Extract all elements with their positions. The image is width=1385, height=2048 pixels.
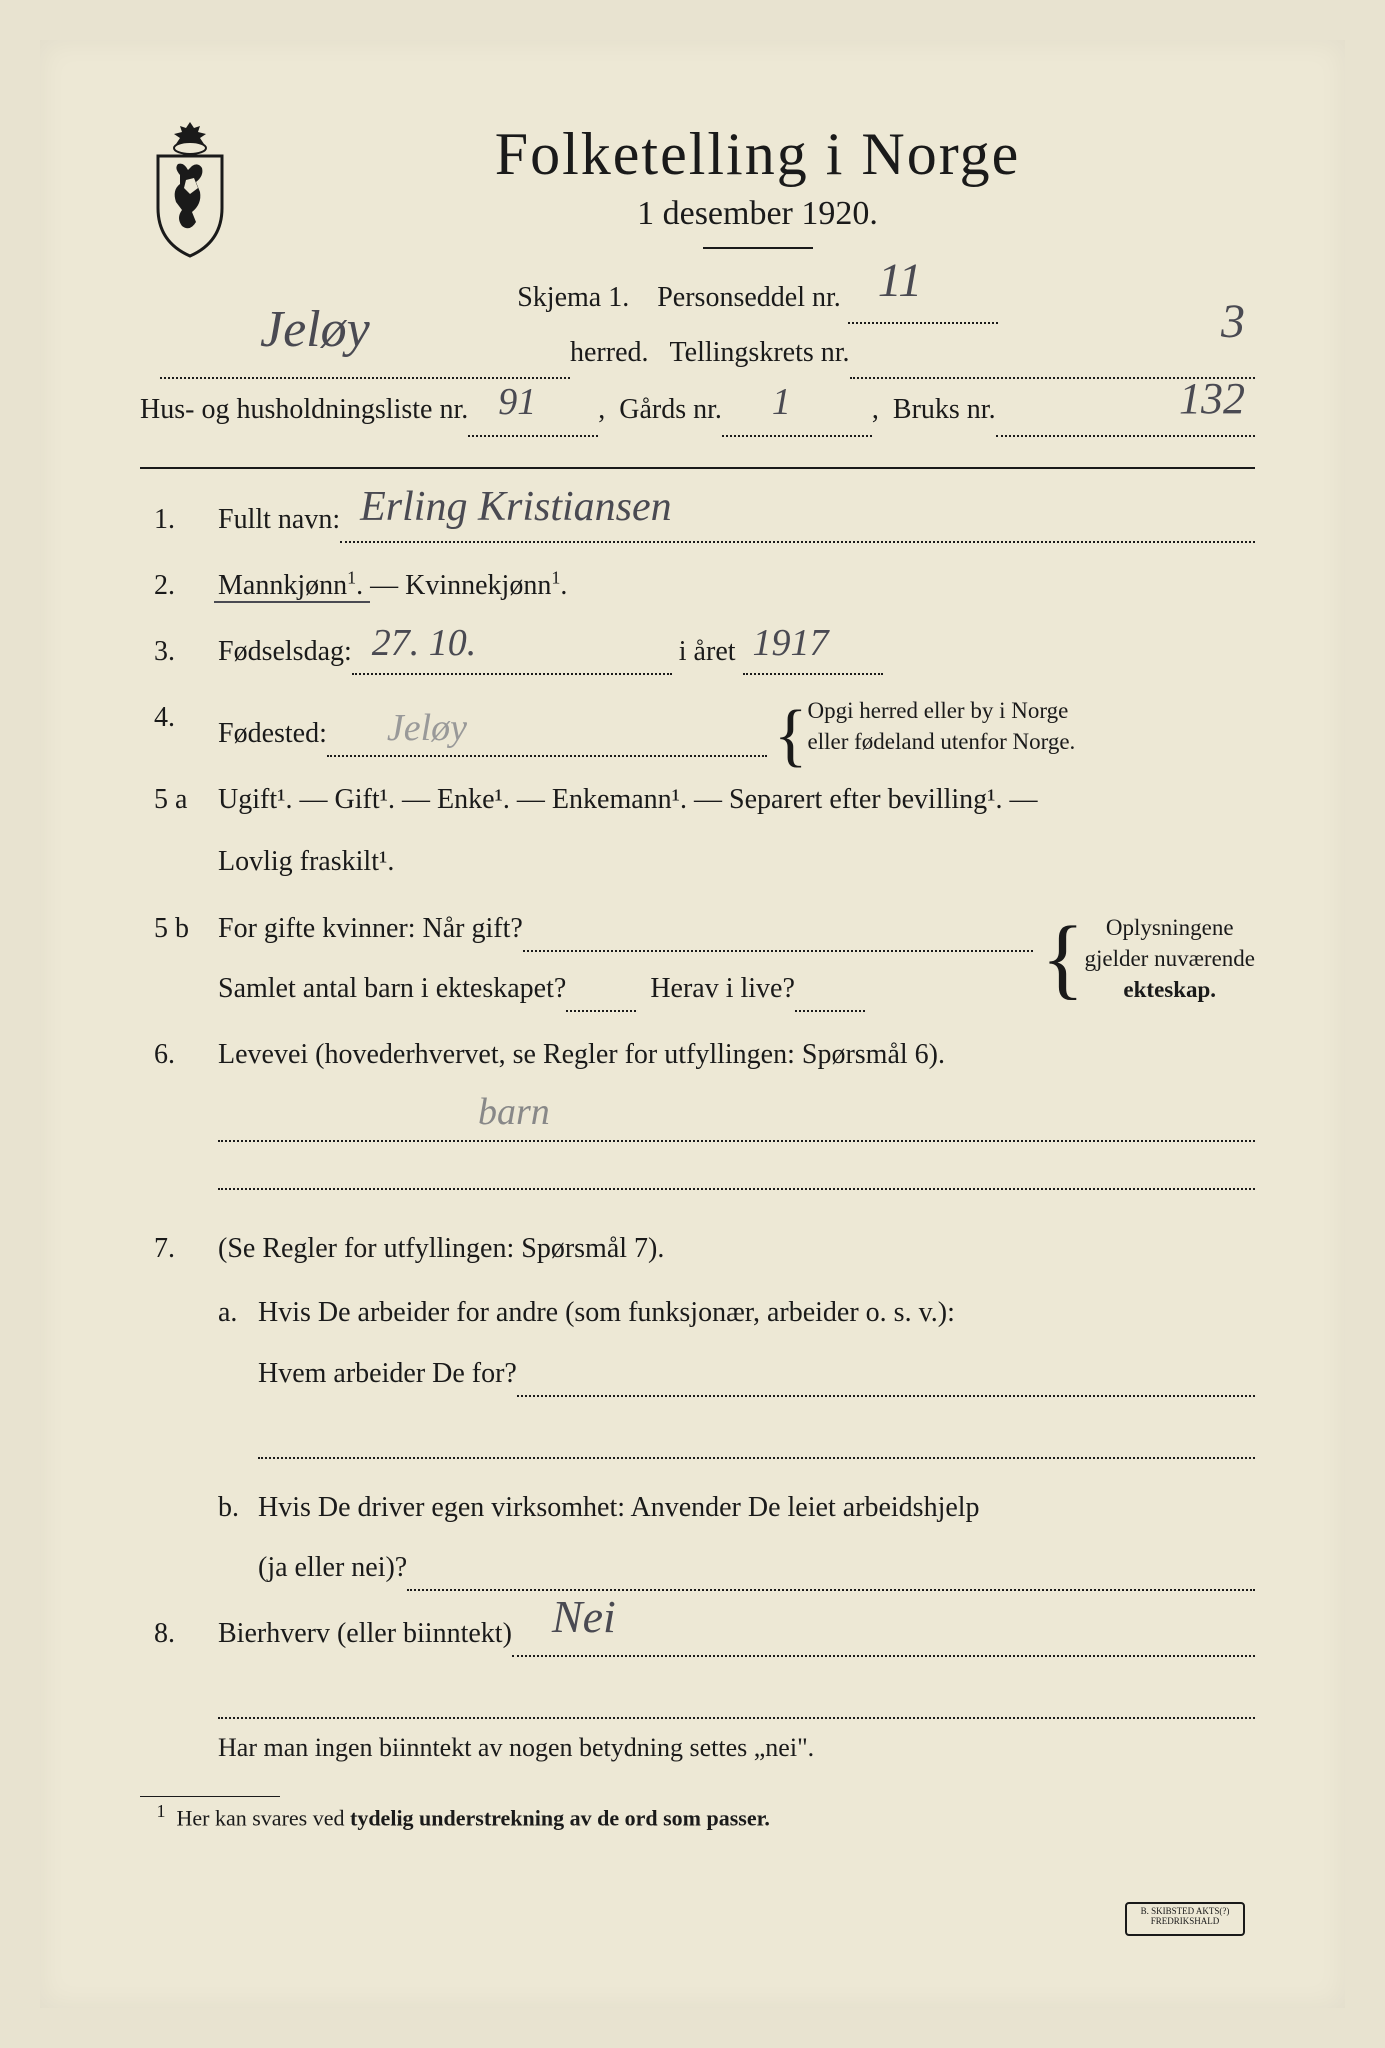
- personseddel-label: Personseddel nr.: [657, 282, 841, 313]
- brace-icon: {: [1041, 932, 1084, 986]
- q2-num: 2.: [154, 563, 218, 609]
- census-form-page: Folketelling i Norge 1 desember 1920. Sk…: [40, 40, 1345, 2008]
- q8-note: Har man ingen biinntekt av nogen betydni…: [218, 1727, 1255, 1770]
- q8-field-2: [218, 1679, 1255, 1719]
- q6-field-2: [218, 1150, 1255, 1190]
- q7a-line1: Hvis De arbeider for andre (som funksjon…: [258, 1297, 955, 1328]
- q5b-line1: For gifte kvinner: Når gift?: [218, 906, 523, 952]
- q2-option-m: Mannkjønn: [218, 570, 347, 601]
- q8-num: 8.: [154, 1611, 218, 1770]
- husliste-label: Hus- og husholdningsliste nr.: [140, 383, 468, 436]
- q5a-text: Ugift¹. — Gift¹. — Enke¹. — Enkemann¹. —…: [218, 784, 1038, 815]
- q3-year-value: 1917: [753, 612, 829, 675]
- q5a-text2: Lovlig fraskilt¹.: [218, 846, 394, 877]
- q5b-live-field: [795, 1010, 865, 1012]
- q8-label: Bierhverv (eller biinntekt): [218, 1611, 512, 1657]
- husliste-field: 91: [468, 435, 598, 437]
- q1-field: Erling Kristiansen: [340, 541, 1255, 543]
- q6-field: barn: [218, 1102, 1255, 1142]
- q7-label: (Se Regler for utfyllingen: Spørsmål 7).: [218, 1233, 664, 1264]
- q5a-num: 5 a: [154, 777, 218, 885]
- gards-label: Gårds nr.: [619, 383, 722, 436]
- q7a-field: [517, 1395, 1255, 1397]
- q5b-gift-field: [523, 950, 1033, 952]
- q8-field: Nei: [512, 1655, 1255, 1657]
- printer-stamp: B. SKIBSTED AKTS(?) FREDRIKSHALD: [1125, 1902, 1245, 1936]
- q1: 1. Fullt navn: Erling Kristiansen: [154, 497, 1255, 543]
- q5b: 5 b For gifte kvinner: Når gift? Samlet …: [154, 906, 1255, 1012]
- coat-of-arms-icon: [140, 120, 240, 260]
- q7a-line2: Hvem arbeider De for?: [258, 1351, 517, 1397]
- q5b-num: 5 b: [154, 906, 218, 1012]
- personseddel-field: 11: [848, 322, 998, 324]
- footnote-divider: [140, 1796, 280, 1797]
- q7a-num: a.: [218, 1290, 258, 1466]
- q4-label: Fødested:: [218, 711, 327, 757]
- q3-year-field: 1917: [743, 673, 883, 675]
- q6-value: barn: [478, 1081, 550, 1144]
- q4-value: Jeløy: [387, 697, 467, 760]
- q5b-barn-field: [566, 1010, 636, 1012]
- subtitle: 1 desember 1920.: [260, 195, 1255, 233]
- header: Folketelling i Norge 1 desember 1920.: [140, 120, 1255, 267]
- tellingskrets-label: Tellingskrets nr.: [670, 326, 850, 379]
- q4-num: 4.: [154, 695, 218, 757]
- herred-label: herred.: [570, 326, 649, 379]
- herred-value: Jeløy: [260, 281, 370, 380]
- skjema-label: Skjema 1.: [517, 282, 629, 313]
- q3-day-value: 27. 10.: [372, 612, 477, 675]
- q1-num: 1.: [154, 497, 218, 543]
- q2-option-k: — Kvinnekjønn: [370, 570, 551, 601]
- gards-value: 1: [772, 366, 791, 438]
- q6: 6. Levevei (hovederhvervet, se Regler fo…: [154, 1032, 1255, 1198]
- meta-row-2: Jeløy herred. Tellingskrets nr. 3: [140, 326, 1255, 379]
- brace-icon: {: [774, 715, 808, 757]
- q7-num: 7.: [154, 1226, 218, 1591]
- gards-field: 1: [722, 435, 872, 437]
- husliste-value: 91: [498, 366, 536, 438]
- personseddel-value: 11: [878, 235, 922, 326]
- footnote-text: Her kan svares ved tydelig understreknin…: [177, 1806, 770, 1831]
- q7b-num: b.: [218, 1485, 258, 1591]
- q7: 7. (Se Regler for utfyllingen: Spørsmål …: [154, 1226, 1255, 1591]
- bruks-value: 132: [1179, 357, 1245, 441]
- q2-underline: [214, 601, 370, 603]
- q3-year-label: i året: [679, 629, 736, 675]
- q6-num: 6.: [154, 1032, 218, 1198]
- main-divider: [140, 467, 1255, 469]
- q3: 3. Fødselsdag: 27. 10. i året 1917: [154, 629, 1255, 675]
- q3-num: 3.: [154, 629, 218, 675]
- bruks-label: Bruks nr.: [893, 383, 996, 436]
- q2: 2. Mannkjønn1. — Kvinnekjønn1.: [154, 563, 1255, 609]
- footnote: 1 Her kan svares ved tydelig understrekn…: [140, 1801, 1255, 1831]
- questions-block: 1. Fullt navn: Erling Kristiansen 2. Man…: [140, 497, 1255, 1771]
- tellingskrets-value: 3: [1221, 276, 1245, 367]
- q1-label: Fullt navn:: [218, 497, 340, 543]
- title-block: Folketelling i Norge 1 desember 1920.: [260, 120, 1255, 267]
- q3-label: Fødselsdag:: [218, 629, 352, 675]
- q5b-note: Oplysningene gjelder nuværende ekteskap.: [1084, 912, 1255, 1005]
- q5a: 5 a Ugift¹. — Gift¹. — Enke¹. — Enkemann…: [154, 777, 1255, 885]
- q3-day-field: 27. 10.: [352, 673, 672, 675]
- q7a-field-2: [258, 1419, 1255, 1459]
- q1-value: Erling Kristiansen: [360, 473, 672, 542]
- q7b-line2: (ja eller nei)?: [258, 1545, 407, 1591]
- q4-field: Jeløy: [327, 755, 767, 757]
- q5b-line2b: Herav i live?: [650, 966, 795, 1012]
- q8: 8. Bierhverv (eller biinntekt) Nei Har m…: [154, 1611, 1255, 1770]
- q6-label: Levevei (hovederhvervet, se Regler for u…: [218, 1039, 945, 1070]
- q7a: a. Hvis De arbeider for andre (som funks…: [218, 1290, 1255, 1466]
- title-divider: [703, 247, 813, 249]
- meta-row-3: Hus- og husholdningsliste nr. 91 , Gårds…: [140, 383, 1255, 436]
- q4: 4. Fødested: Jeløy { Opgi herred eller b…: [154, 695, 1255, 757]
- q4-note: Opgi herred eller by i Norge eller fødel…: [808, 695, 1076, 757]
- q7b-field: [407, 1589, 1255, 1591]
- q7b: b. Hvis De driver egen virksomhet: Anven…: [218, 1485, 1255, 1591]
- q8-value: Nei: [552, 1579, 616, 1655]
- main-title: Folketelling i Norge: [260, 120, 1255, 189]
- q7b-line1: Hvis De driver egen virksomhet: Anvender…: [258, 1492, 980, 1523]
- bruks-field: 132: [996, 435, 1255, 437]
- q5b-line2a: Samlet antal barn i ekteskapet?: [218, 966, 566, 1012]
